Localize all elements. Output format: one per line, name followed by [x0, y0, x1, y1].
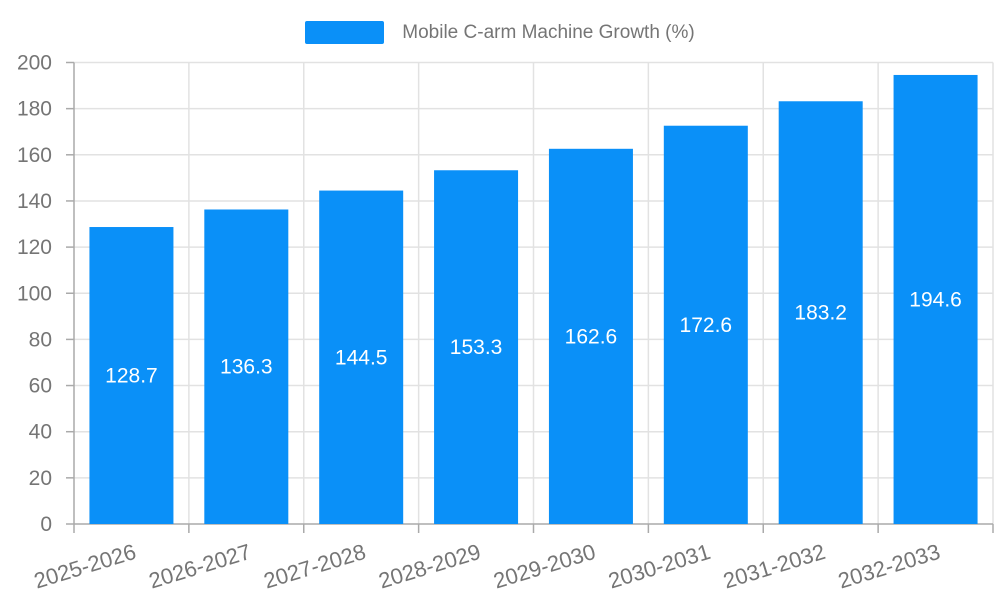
bar-2028-2029[interactable]: [434, 170, 519, 524]
x-category-label: 2029-2030: [490, 539, 598, 594]
y-tick-label: 0: [40, 513, 52, 536]
y-tick-label: 120: [17, 236, 52, 259]
y-tick-label: 160: [17, 144, 52, 167]
x-category-label: 2031-2032: [720, 539, 828, 594]
bar-2032-2033[interactable]: [893, 74, 978, 524]
bar-2030-2031[interactable]: [663, 125, 748, 525]
bar-2031-2032[interactable]: [778, 101, 863, 525]
bar-value-label: 144.5: [335, 346, 388, 369]
y-tick-label: 200: [17, 52, 52, 75]
bar-2025-2026[interactable]: [89, 227, 174, 524]
y-tick-label: 80: [29, 328, 52, 351]
x-category-label: 2030-2031: [605, 539, 713, 594]
x-category-label: 2027-2028: [261, 539, 369, 594]
x-category-label: 2025-2026: [31, 539, 139, 594]
bar-value-label: 183.2: [794, 302, 847, 325]
y-tick-label: 140: [17, 190, 52, 213]
bar-value-label: 153.3: [450, 336, 503, 359]
y-tick-label: 20: [29, 467, 52, 490]
bar-value-label: 162.6: [565, 325, 618, 348]
bar-2027-2028[interactable]: [319, 190, 404, 524]
bar-value-label: 136.3: [220, 356, 273, 379]
x-category-label: 2028-2029: [376, 539, 484, 594]
legend-label: Mobile C-arm Machine Growth (%): [402, 22, 695, 43]
x-category-label: 2032-2033: [835, 539, 943, 594]
y-tick-label: 180: [17, 98, 52, 121]
x-category-label: 2026-2027: [146, 539, 254, 594]
bar-2026-2027[interactable]: [204, 209, 289, 525]
bar-value-label: 128.7: [105, 365, 158, 388]
chart-legend[interactable]: Mobile C-arm Machine Growth (%): [0, 21, 1000, 44]
bar-2029-2030[interactable]: [548, 148, 633, 524]
bar-value-label: 194.6: [909, 288, 962, 311]
legend-swatch: [305, 21, 385, 44]
bar-value-label: 172.6: [680, 314, 733, 337]
y-tick-label: 40: [29, 421, 52, 444]
y-tick-label: 60: [29, 375, 52, 398]
y-tick-label: 100: [17, 282, 52, 305]
